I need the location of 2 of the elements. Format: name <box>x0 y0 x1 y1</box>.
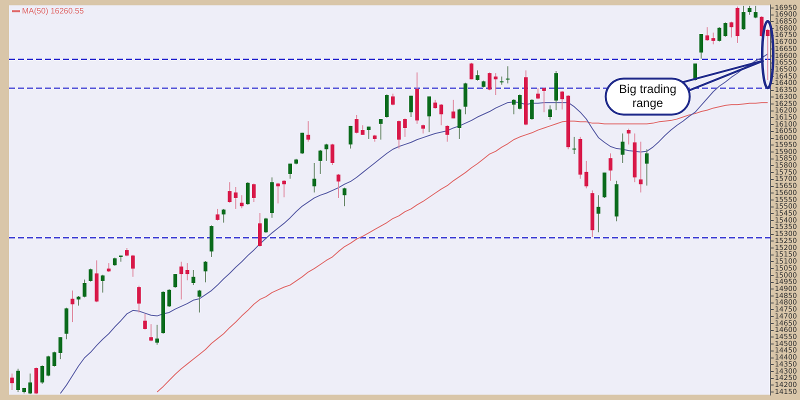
legend-label: MA(50) 16260.55 <box>22 6 84 16</box>
annotation: Big trading range <box>619 82 676 110</box>
